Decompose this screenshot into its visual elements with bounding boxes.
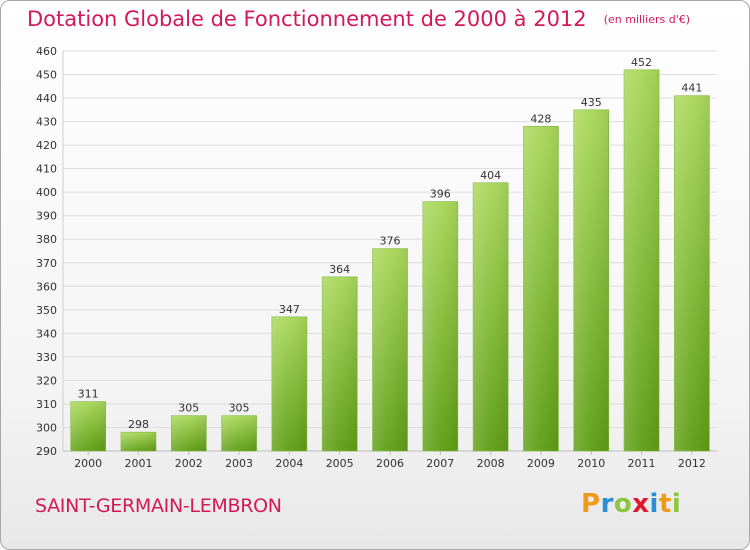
logo-letter: i [671,489,682,519]
proxiti-logo: Proxiti [581,489,681,519]
data-label: 452 [631,56,652,69]
x-tick-label: 2003 [225,457,253,470]
bars [70,69,710,452]
data-label: 404 [480,169,501,182]
x-tick-label: 2010 [577,457,605,470]
y-tick-label: 450 [36,69,57,82]
x-tick-label: 2012 [678,457,706,470]
data-label: 298 [128,418,149,431]
x-tick-label: 2008 [477,457,505,470]
y-tick-label: 400 [36,186,57,199]
data-labels: 311 298 305 305 347 364 376 396 404 428 435 452 441 [78,56,703,431]
y-tick-label: 320 [36,374,57,387]
logo-letter: P [581,489,601,519]
x-tick-label: 2006 [376,457,404,470]
y-tick-label: 350 [36,304,57,317]
y-tick-label: 440 [36,92,57,105]
data-label: 347 [279,303,300,316]
logo-letter: t [658,489,672,519]
logo-letter: o [613,489,633,519]
x-tick-label: 2001 [124,457,152,470]
data-label: 428 [530,112,551,125]
bar-shine [322,276,358,451]
y-tick-label: 430 [36,116,57,129]
bar-shine [624,69,660,451]
y-tick-label: 390 [36,210,57,223]
data-label: 364 [329,263,350,276]
chart-title: Dotation Globale de Fonctionnement de 20… [27,7,587,31]
x-tick-label: 2005 [326,457,354,470]
x-tick-label: 2000 [74,457,102,470]
data-label: 311 [78,388,99,401]
y-axis: 290 300 310 320 330 340 350 360 370 380 390 400 410 4… [36,45,57,458]
x-tick-label: 2011 [628,457,656,470]
bar-shine [171,415,207,451]
logo-letter: r [600,489,614,519]
y-tick-label: 290 [36,445,57,458]
commune-name: SAINT-GERMAIN-LEMBRON [35,495,282,517]
bar-shine [523,126,559,451]
y-tick-label: 410 [36,163,57,176]
y-tick-label: 300 [36,421,57,434]
title-row: Dotation Globale de Fonctionnement de 20… [27,7,690,31]
bar-shine [221,415,257,451]
x-tick-label: 2004 [275,457,303,470]
bar-shine [573,109,609,451]
bar-shine [372,248,408,451]
data-label: 396 [430,188,451,201]
bar-shine [422,201,458,451]
bar-shine [473,182,509,451]
data-label: 305 [178,402,199,415]
bar-shine [120,432,156,451]
y-tick-label: 310 [36,398,57,411]
bar-shine [674,95,710,452]
logo-letter: x [632,489,650,519]
bar-shine [70,401,106,451]
x-axis: 2000 2001 2002 2003 2004 2005 2006 2007 2008 2009… [74,451,706,470]
x-tick-label: 2002 [175,457,203,470]
y-tick-label: 460 [36,45,57,58]
data-label: 441 [681,82,702,95]
logo-letter: i [649,489,659,519]
y-tick-label: 380 [36,233,57,246]
data-label: 305 [229,402,250,415]
data-label: 376 [380,235,401,248]
y-tick-label: 360 [36,280,57,293]
x-tick-label: 2009 [527,457,555,470]
y-tick-label: 370 [36,257,57,270]
data-label: 435 [581,96,602,109]
chart-subtitle: (en milliers d'€) [603,13,691,26]
y-tick-label: 340 [36,327,57,340]
x-tick-label: 2007 [426,457,454,470]
y-tick-label: 420 [36,139,57,152]
y-tick-label: 330 [36,351,57,364]
bar-shine [271,316,307,451]
